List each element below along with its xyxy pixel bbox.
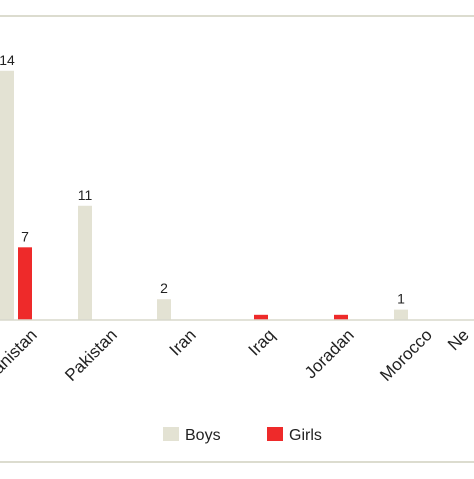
x-tick-label-4: Joradan	[301, 325, 358, 382]
bar-girls-3	[254, 314, 268, 320]
data-label-boys-0: 14	[0, 52, 15, 68]
bar-boys-2	[157, 299, 171, 320]
data-label-girls-0: 7	[21, 228, 29, 244]
legend-label-boys: Boys	[185, 427, 221, 444]
bar-girls-0	[18, 247, 32, 320]
data-label-boys-2: 2	[160, 280, 168, 296]
data-label-boys-1: 11	[78, 187, 93, 203]
legend-label-girls: Girls	[289, 427, 322, 444]
data-label-boys-5: 1	[397, 291, 405, 307]
bar-boys-5	[394, 309, 408, 320]
x-tick-label-3: Iraq	[245, 325, 279, 359]
bar-boys-0	[0, 70, 14, 321]
x-tick-label-0: hanistan	[0, 325, 41, 384]
x-tick-label-6: Ne	[444, 325, 473, 354]
x-tick-label-1: Pakistan	[61, 325, 121, 385]
bar-boys-1	[78, 205, 92, 320]
x-tick-label-5: Morocco	[376, 325, 436, 385]
legend-swatch-girls	[267, 427, 283, 441]
legend-swatch-boys	[163, 427, 179, 441]
x-tick-label-2: Iran	[166, 325, 200, 359]
bar-girls-4	[334, 314, 348, 320]
